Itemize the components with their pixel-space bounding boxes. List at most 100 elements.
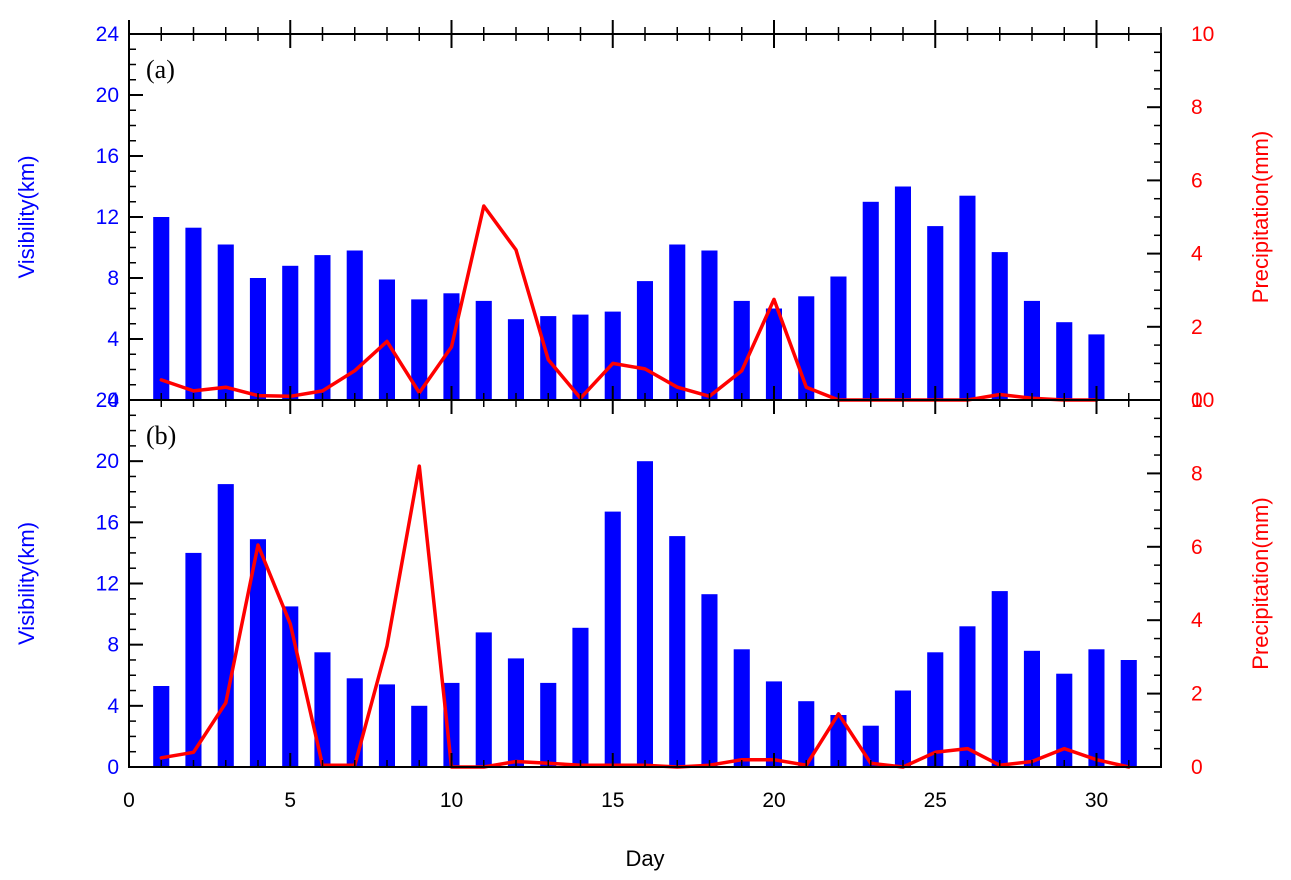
- left-tick-label: 20: [96, 450, 119, 473]
- x-axis-title: Day: [625, 846, 664, 871]
- right-tick-label: 6: [1191, 536, 1203, 559]
- panel-frame: [128, 399, 1162, 768]
- left-tick-label: 4: [107, 328, 119, 351]
- visibility-bar: [346, 250, 363, 400]
- visibility-bar: [733, 300, 750, 400]
- visibility-bar: [894, 186, 911, 400]
- visibility-bar: [927, 652, 944, 767]
- visibility-bar: [991, 252, 1008, 400]
- visibility-bar: [669, 536, 686, 767]
- visibility-bar: [830, 276, 847, 400]
- visibility-bar: [282, 265, 299, 400]
- visibility-bar: [217, 484, 234, 767]
- right-tick-label: 0: [1191, 389, 1203, 412]
- left-axis-title: Visibility(km): [14, 155, 39, 278]
- x-tick-label: 25: [924, 789, 947, 812]
- visibility-bar: [572, 627, 589, 767]
- visibility-bar: [249, 278, 266, 400]
- right-tick-label: 8: [1191, 96, 1203, 119]
- visibility-bar: [959, 195, 976, 400]
- left-tick-label: 4: [107, 695, 119, 718]
- axes-frames: [128, 33, 1162, 768]
- right-tick-label: 4: [1191, 243, 1203, 266]
- left-tick-label: 0: [107, 756, 119, 779]
- left-tick-label: 0: [107, 389, 119, 412]
- x-tick-label: 10: [440, 789, 463, 812]
- visibility-bar: [701, 250, 718, 400]
- left-tick-label: 20: [96, 84, 119, 107]
- visibility-bar: [669, 244, 686, 400]
- right-tick-label: 6: [1191, 169, 1203, 192]
- right-tick-label: 10: [1191, 23, 1214, 46]
- visibility-bar: [507, 319, 524, 400]
- visibility-bar: [507, 658, 524, 767]
- visibility-bar: [636, 461, 653, 767]
- visibility-bar: [1120, 660, 1137, 767]
- visibility-bar: [346, 678, 363, 767]
- visibility-bar: [475, 632, 492, 767]
- visibility-bar: [378, 684, 395, 767]
- visibility-bar: [604, 511, 621, 767]
- visibility-bar: [701, 594, 718, 767]
- left-tick-label: 16: [96, 145, 119, 168]
- right-tick-label: 2: [1191, 316, 1203, 339]
- visibility-bar: [862, 201, 879, 401]
- visibility-bar: [927, 226, 944, 400]
- visibility-bar: [830, 715, 847, 767]
- right-tick-label: 0: [1191, 756, 1203, 779]
- visibility-bar: [1088, 334, 1105, 400]
- x-tick-label: 30: [1085, 789, 1108, 812]
- left-tick-label: 16: [96, 511, 119, 534]
- visibility-bar: [894, 690, 911, 767]
- right-tick-label: 4: [1191, 609, 1203, 632]
- left-tick-label: 12: [96, 573, 119, 596]
- right-axis-title: Precipitation(mm): [1248, 131, 1273, 303]
- visibility-bar: [411, 299, 428, 400]
- visibility-bar: [1056, 322, 1073, 400]
- visibility-bar: [314, 652, 331, 767]
- visibility-bar: [733, 649, 750, 767]
- visibility-bar: [443, 682, 460, 767]
- visibility-bar: [604, 311, 621, 400]
- left-tick-label: 8: [107, 634, 119, 657]
- visibility-bar: [572, 314, 589, 400]
- visibility-bar: [153, 686, 170, 767]
- visibility-bar: [540, 682, 557, 767]
- visibility-bar: [185, 227, 202, 400]
- visibility-bar: [765, 681, 782, 767]
- x-tick-label: 20: [762, 789, 785, 812]
- panel-label: (a): [146, 55, 175, 84]
- left-tick-label: 24: [96, 389, 120, 412]
- panel-label: (b): [146, 421, 176, 450]
- left-tick-label: 24: [96, 23, 120, 46]
- visibility-bar: [217, 244, 234, 400]
- visibility-bar: [1056, 673, 1073, 767]
- visibility-bar: [798, 701, 815, 767]
- visibility-bar: [636, 281, 653, 400]
- visibility-bar: [1023, 650, 1040, 767]
- x-tick-label: 5: [284, 789, 296, 812]
- right-tick-label: 8: [1191, 462, 1203, 485]
- visibility-bar: [1088, 649, 1105, 767]
- visibility-bar: [249, 539, 266, 767]
- left-tick-label: 12: [96, 206, 119, 229]
- visibility-bar: [475, 300, 492, 400]
- visibility-bar: [765, 308, 782, 400]
- visibility-bar: [185, 552, 202, 767]
- right-axis-title: Precipitation(mm): [1248, 497, 1273, 669]
- x-tick-label: 15: [601, 789, 624, 812]
- visibility-bar: [314, 255, 331, 400]
- visibility-bar: [959, 626, 976, 767]
- visibility-bar: [1023, 300, 1040, 400]
- left-tick-label: 8: [107, 267, 119, 290]
- visibility-bar: [991, 591, 1008, 767]
- visibility-bar: [153, 217, 170, 400]
- left-axis-title: Visibility(km): [14, 522, 39, 645]
- right-tick-label: 2: [1191, 683, 1203, 706]
- visibility-bar: [411, 705, 428, 767]
- x-tick-label: 0: [123, 789, 135, 812]
- right-tick-label: 10: [1191, 389, 1214, 412]
